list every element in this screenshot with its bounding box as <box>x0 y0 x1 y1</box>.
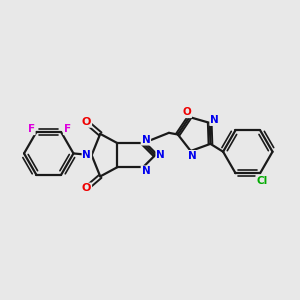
Text: F: F <box>28 124 35 134</box>
Text: N: N <box>210 115 219 125</box>
Text: O: O <box>182 107 191 117</box>
Text: N: N <box>188 151 197 161</box>
Text: O: O <box>82 117 91 127</box>
Text: F: F <box>64 124 71 134</box>
Text: N: N <box>82 150 91 160</box>
Text: O: O <box>82 183 91 194</box>
Text: N: N <box>142 166 150 176</box>
Text: Cl: Cl <box>256 176 268 186</box>
Text: N: N <box>142 135 150 145</box>
Text: N: N <box>156 150 165 160</box>
